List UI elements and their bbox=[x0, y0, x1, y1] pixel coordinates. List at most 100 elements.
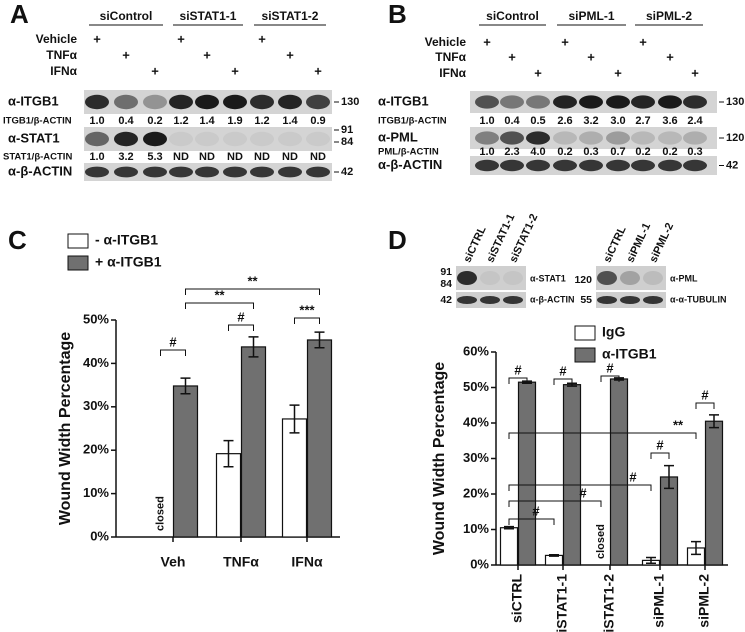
quant-value: ND bbox=[254, 151, 270, 163]
significance-bracket bbox=[185, 288, 320, 295]
blot-band bbox=[631, 95, 655, 109]
blot-band bbox=[278, 166, 302, 178]
blot-band bbox=[475, 159, 499, 172]
blot-band bbox=[658, 95, 682, 109]
blot-band bbox=[500, 159, 524, 172]
plus-sign: + bbox=[93, 31, 101, 46]
quant-value: 0.2 bbox=[557, 146, 572, 158]
blot-band bbox=[631, 131, 655, 145]
plus-sign: + bbox=[691, 65, 699, 80]
bar bbox=[659, 476, 679, 566]
y-tick-label: 50% bbox=[463, 379, 489, 394]
significance-label: # bbox=[606, 360, 614, 375]
group-label: siPML-1 bbox=[568, 9, 614, 23]
quant-label: ITGB1/β-ACTIN bbox=[378, 116, 447, 127]
quant-value: 2.4 bbox=[687, 115, 703, 127]
significance-label: # bbox=[579, 485, 587, 500]
blot-band bbox=[278, 94, 302, 110]
panel-letter: D bbox=[388, 225, 407, 255]
significance-bracket bbox=[553, 378, 573, 385]
blot-band bbox=[169, 131, 193, 147]
mw-label: 91 bbox=[440, 266, 452, 278]
panel-letter: B bbox=[388, 0, 407, 29]
closed-label: closed bbox=[154, 496, 166, 531]
group-label: siSTAT1-2 bbox=[262, 9, 319, 23]
blot-band bbox=[579, 131, 603, 145]
significance-label: ** bbox=[247, 273, 258, 288]
blot-band bbox=[658, 159, 682, 172]
y-tick-label: 50% bbox=[83, 311, 109, 326]
y-tick-label: 20% bbox=[83, 442, 109, 457]
y-tick-label: 40% bbox=[463, 414, 489, 429]
blot-band bbox=[223, 131, 247, 147]
band-label: α-ITGB1 bbox=[8, 93, 59, 108]
band-label: α-β-ACTIN bbox=[530, 294, 575, 304]
blot-band bbox=[223, 166, 247, 178]
significance-label: # bbox=[656, 437, 664, 452]
blot-band bbox=[195, 131, 219, 147]
significance-bracket bbox=[185, 302, 254, 309]
quant-value: 1.0 bbox=[479, 115, 494, 127]
x-tick-label: siPML-1 bbox=[651, 574, 667, 628]
blot-band bbox=[643, 296, 663, 304]
mw-label: 120 bbox=[726, 132, 744, 144]
quant-label: STAT1/β-ACTIN bbox=[3, 152, 72, 163]
mw-label: 42 bbox=[440, 294, 452, 306]
blot-band bbox=[683, 95, 707, 109]
quant-value: 1.0 bbox=[89, 115, 104, 127]
quant-value: 0.2 bbox=[147, 115, 162, 127]
legend-label: α-ITGB1 bbox=[602, 346, 657, 362]
significance-bracket bbox=[294, 317, 320, 324]
y-tick-label: 0% bbox=[90, 528, 109, 543]
significance-bracket bbox=[508, 432, 697, 439]
group-label: siSTAT1-1 bbox=[180, 9, 237, 23]
quant-value: 3.6 bbox=[662, 115, 677, 127]
x-tick-label: siPML-2 bbox=[696, 574, 712, 628]
quant-value: 0.9 bbox=[310, 115, 325, 127]
blot-band bbox=[306, 131, 330, 147]
quant-value: 0.4 bbox=[118, 115, 134, 127]
quant-value: 0.3 bbox=[687, 146, 702, 158]
mw-label: 42 bbox=[341, 166, 353, 178]
blot-band bbox=[250, 94, 274, 110]
significance-label: # bbox=[237, 309, 245, 324]
mw-label: 42 bbox=[726, 159, 738, 171]
quant-value: 1.9 bbox=[227, 115, 242, 127]
error-bar bbox=[248, 336, 259, 358]
blot-band bbox=[606, 95, 630, 109]
plus-sign: + bbox=[534, 65, 542, 80]
plus-sign: + bbox=[203, 47, 211, 62]
error-bar bbox=[691, 540, 701, 556]
blot-band bbox=[503, 271, 523, 285]
plus-sign: + bbox=[508, 49, 516, 64]
error-bar bbox=[289, 404, 300, 434]
blot-band bbox=[553, 131, 577, 145]
quant-value: 4.0 bbox=[530, 146, 545, 158]
blot-band bbox=[579, 95, 603, 109]
legend-swatch bbox=[67, 233, 89, 249]
quant-value: 3.0 bbox=[610, 115, 625, 127]
blot-band bbox=[620, 296, 640, 304]
band-label: α-STAT1 bbox=[530, 273, 566, 283]
blot-band bbox=[643, 271, 663, 285]
quant-value: 1.2 bbox=[173, 115, 188, 127]
blot-band bbox=[480, 271, 500, 285]
blot-band bbox=[114, 131, 138, 147]
blot-band bbox=[526, 131, 550, 145]
blot-band bbox=[85, 131, 109, 147]
plus-sign: + bbox=[151, 63, 159, 78]
band-label: α-β-ACTIN bbox=[8, 163, 72, 178]
quant-value: 1.0 bbox=[89, 151, 104, 163]
blot-band bbox=[579, 159, 603, 172]
blot-band bbox=[631, 159, 655, 172]
blot-band bbox=[195, 94, 219, 110]
panel-letter: A bbox=[10, 0, 29, 29]
bar bbox=[499, 527, 519, 566]
quant-value: 0.7 bbox=[610, 146, 625, 158]
y-tick-label: 60% bbox=[463, 343, 489, 358]
quant-value: 2.6 bbox=[557, 115, 572, 127]
significance-label: # bbox=[514, 362, 522, 377]
quant-value: 0.3 bbox=[583, 146, 598, 158]
blot-band bbox=[683, 159, 707, 172]
